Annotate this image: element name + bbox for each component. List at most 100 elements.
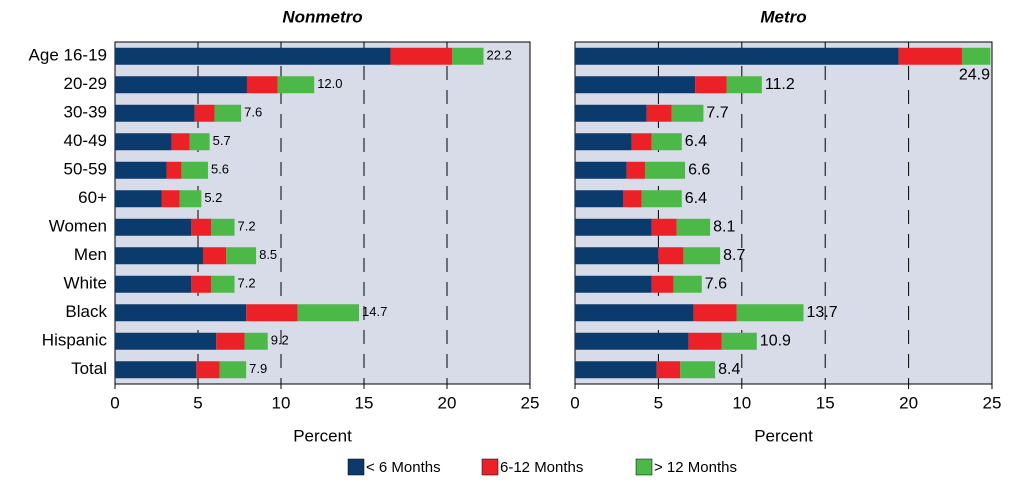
bar-segment — [623, 190, 642, 208]
y-tick-label: Hispanic — [42, 331, 108, 350]
bar-segment — [575, 104, 647, 122]
bar-segment — [451, 47, 484, 65]
x-tick-label: 25 — [983, 393, 1002, 412]
y-tick-label: 30-39 — [64, 103, 107, 122]
bar-segment — [181, 161, 208, 179]
plot-area — [114, 41, 531, 385]
bar-segment — [575, 332, 689, 350]
total-label: 7.2 — [238, 276, 256, 291]
y-tick-label: Men — [74, 245, 107, 264]
x-tick-label: 10 — [732, 393, 751, 412]
bar-segment — [211, 218, 235, 236]
bar-segment — [244, 332, 268, 350]
total-label: 9.2 — [271, 333, 289, 348]
bar-segment — [646, 104, 672, 122]
total-label: 22.2 — [487, 48, 512, 63]
legend-label: 6-12 Months — [500, 459, 583, 476]
total-label: 8.1 — [713, 218, 735, 235]
bar-segment — [115, 47, 391, 65]
bar-segment — [641, 190, 682, 208]
bar-segment — [575, 275, 652, 293]
bar-segment — [202, 247, 227, 265]
bar-segment — [673, 275, 702, 293]
x-tick-label: 20 — [438, 393, 457, 412]
total-label: 7.2 — [238, 219, 256, 234]
bar-segment — [297, 304, 360, 322]
legend-swatch — [347, 458, 365, 476]
bar-segment — [246, 304, 298, 322]
y-tick-label: 50-59 — [64, 160, 107, 179]
bar-segment — [695, 76, 727, 94]
x-tick-label: 15 — [816, 393, 835, 412]
total-label: 12.0 — [317, 76, 342, 91]
total-label: 7.9 — [249, 361, 267, 376]
y-tick-label: Age 16-19 — [29, 46, 107, 65]
x-axis-label: Percent — [293, 426, 352, 445]
bar-segment — [115, 332, 217, 350]
bar-segment — [196, 361, 220, 379]
total-label: 7.6 — [244, 105, 262, 120]
bar-segment — [736, 304, 804, 322]
x-tick-label: 5 — [654, 393, 663, 412]
total-label: 10.9 — [760, 332, 791, 349]
bar-segment — [277, 76, 315, 94]
bar-segment — [575, 247, 659, 265]
legend-label: < 6 Months — [366, 459, 441, 476]
plot-area — [574, 41, 993, 385]
bar-segment — [115, 247, 203, 265]
bar-segment — [246, 76, 278, 94]
bar-segment — [191, 275, 212, 293]
bar-segment — [961, 47, 991, 65]
total-label: 14.7 — [362, 304, 387, 319]
bar-segment — [166, 161, 182, 179]
y-tick-label: 60+ — [78, 188, 107, 207]
total-label: 7.6 — [705, 275, 727, 292]
x-axis-label: Percent — [754, 426, 813, 445]
bar-segment — [214, 104, 242, 122]
bar-segment — [191, 218, 212, 236]
bar-segment — [115, 275, 192, 293]
total-label: 5.6 — [211, 162, 229, 177]
bar-segment — [575, 361, 657, 379]
x-tick-label: 0 — [570, 393, 579, 412]
bar-segment — [179, 190, 202, 208]
legend-label: > 12 Months — [654, 459, 737, 476]
bar-segment — [651, 133, 682, 151]
bar-segment — [688, 332, 722, 350]
total-label: 6.6 — [688, 161, 710, 178]
bar-segment — [216, 332, 245, 350]
x-tick-label: 10 — [272, 393, 291, 412]
bar-segment — [680, 361, 716, 379]
x-tick-label: 25 — [521, 393, 540, 412]
bar-segment — [645, 161, 686, 179]
bar-segment — [631, 133, 652, 151]
bar-segment — [671, 104, 704, 122]
legend-swatch — [481, 458, 499, 476]
bar-segment — [189, 133, 210, 151]
y-tick-label: White — [64, 274, 107, 293]
bar-segment — [115, 361, 197, 379]
bar-segment — [656, 361, 681, 379]
bar-segment — [575, 76, 696, 94]
bar-segment — [721, 332, 757, 350]
y-tick-label: 40-49 — [64, 131, 107, 150]
legend-swatch — [635, 458, 653, 476]
bar-segment — [575, 47, 899, 65]
bar-segment — [575, 161, 627, 179]
total-label: 7.7 — [706, 104, 728, 121]
total-label: 8.4 — [718, 361, 740, 378]
bar-segment — [658, 247, 684, 265]
total-label: 5.2 — [204, 190, 222, 205]
total-label: 8.5 — [259, 247, 277, 262]
total-label: 11.2 — [765, 76, 795, 93]
bar-segment — [115, 104, 195, 122]
y-tick-label: Black — [65, 302, 107, 321]
total-label: 24.9 — [959, 66, 990, 83]
bar-segment — [575, 304, 694, 322]
total-label: 5.7 — [213, 133, 231, 148]
bar-segment — [575, 190, 624, 208]
bar-segment — [115, 133, 172, 151]
bar-segment — [115, 76, 247, 94]
bar-segment — [219, 361, 247, 379]
bar-segment — [575, 133, 632, 151]
